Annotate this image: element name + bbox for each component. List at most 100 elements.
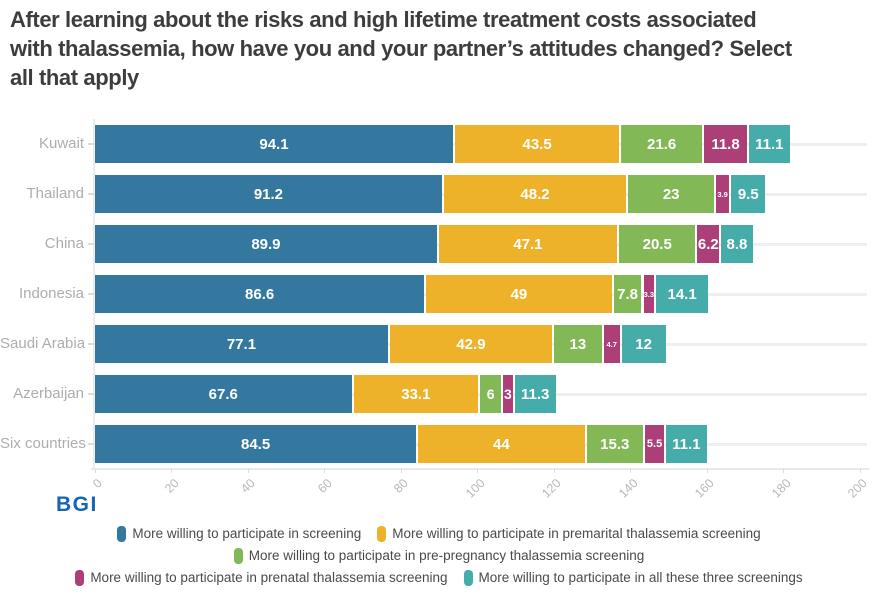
bar-segment[interactable]: 11.3 [514,375,556,413]
bar-segment[interactable]: 3.3 [643,275,655,313]
value-label: 11.1 [672,435,701,453]
category-tick [88,293,94,295]
x-tick-label: 160 [692,476,717,501]
bar-segment[interactable]: 11.8 [703,125,748,163]
category-label: Thailand [26,185,84,202]
bar-segment[interactable]: 14.1 [656,275,709,313]
bar-segment[interactable]: 8.8 [721,225,753,263]
bar-segment[interactable]: 67.6 [95,375,352,413]
value-label: 67.6 [208,385,238,403]
legend-row: More willing to participate in prenatal … [75,567,803,588]
bar-segment[interactable]: 7.8 [613,275,642,313]
category-tick [88,443,94,445]
category-label: Azerbaijan [13,385,84,402]
category-tick [88,193,94,195]
bar-segment[interactable]: 42.9 [389,325,552,363]
value-label: 11.3 [521,385,550,403]
bar-segment[interactable]: 4.7 [603,325,620,363]
x-axis-tick [171,469,172,473]
bar-segment[interactable]: 44 [418,425,585,463]
x-axis-tick [247,469,249,473]
x-axis-tick [324,469,325,473]
x-axis-tick [477,469,478,473]
bar-segment[interactable]: 11.1 [666,425,707,463]
bar-segment[interactable]: 47.1 [438,225,618,263]
x-tick-label: 0 [90,476,105,491]
legend-swatch-icon [117,525,127,542]
bar-segment[interactable]: 11.1 [749,125,790,163]
x-tick-label: 40 [238,476,258,496]
value-label: 23 [662,185,680,203]
bar-segment[interactable]: 33.1 [353,375,479,413]
value-label: 48.2 [520,185,550,203]
y-axis-line [93,119,95,469]
value-label: 47.1 [513,235,543,253]
bar-segment[interactable]: 3 [503,375,513,413]
bar-segment[interactable]: 9.5 [731,175,766,213]
value-label: 49 [510,285,528,303]
bar-segment[interactable]: 13 [554,325,602,363]
x-axis-tick [859,469,861,473]
value-label: 44 [493,435,510,453]
bgi-logo: BGI [56,493,98,516]
x-tick-label: 80 [391,476,411,496]
legend-item[interactable]: More willing to participate in pre-pregn… [233,545,644,566]
bar-segment[interactable]: 86.6 [95,275,425,313]
legend-swatch-icon [463,569,473,586]
bar-segment[interactable]: 89.9 [95,225,437,263]
bar-segment[interactable]: 43.5 [454,125,620,163]
category-tick [88,143,94,145]
x-tick-label: 140 [615,476,641,501]
value-label: 9.5 [737,185,759,203]
bar-segment[interactable]: 49 [426,275,612,313]
bar-segment[interactable]: 20.5 [619,225,696,263]
x-tick-label: 200 [845,476,870,501]
category-tick [88,393,94,395]
plot-area: 94.1 43.5 21.6 11.8 11.1 91.2 48.2 23 3.9 9.5 89.9… [90,119,870,501]
legend-label: More willing to participate in all these… [478,570,803,585]
bar-segment[interactable]: 6 [480,375,502,413]
value-label: 5.5 [646,438,663,450]
value-label: 3.9 [717,189,728,199]
page-title-line-2: with thalassemia, how have you and your … [10,36,792,61]
page-title: After learning about the risks and high … [10,5,876,92]
bar-segment[interactable]: 6.2 [697,225,720,263]
bar-segment[interactable]: 21.6 [621,125,702,163]
value-label: 3.3 [643,289,655,299]
value-label: 91.2 [253,185,284,203]
legend-item[interactable]: More willing to participate in premarita… [377,523,761,544]
legend-swatch-icon [75,569,85,586]
value-label: 6.2 [697,235,719,253]
legend-swatch-icon [377,525,387,542]
x-tick-label: 100 [462,476,488,501]
bar-segment[interactable]: 15.3 [586,425,644,463]
legend: More willing to participate in screening… [0,523,878,588]
x-axis-line [91,468,869,470]
value-label: 43.5 [522,135,552,153]
x-axis-tick [553,469,555,473]
bar-segment[interactable]: 91.2 [95,175,442,213]
page-title-line-1: After learning about the risks and high … [10,7,757,32]
bar-segment[interactable]: 94.1 [95,125,453,163]
legend-item[interactable]: More willing to participate in screening [117,523,361,544]
value-label: 33.1 [401,385,431,403]
bar-segment[interactable]: 77.1 [95,325,388,363]
x-axis-tick [706,469,708,473]
x-axis-tick [630,469,631,473]
legend-item[interactable]: More willing to participate in all these… [463,567,803,588]
value-label: 84.5 [241,435,271,453]
x-tick-label: 60 [314,476,335,496]
bar-segment[interactable]: 12 [621,325,666,363]
bar-segment[interactable]: 5.5 [645,425,665,463]
bar-segment[interactable]: 48.2 [443,175,627,213]
value-label: 86.6 [245,285,275,303]
value-label: 13 [569,335,587,353]
bar-segment[interactable]: 3.9 [716,175,730,213]
bar-segment[interactable]: 23 [628,175,715,213]
bar-segment[interactable]: 84.5 [95,425,417,463]
value-label: 94.1 [259,135,289,153]
category-tick [88,343,94,345]
x-tick-label: 120 [539,476,564,501]
stacked-bar-chart: Kuwait Thailand China Indonesia Saudi Arabia… [0,119,878,511]
legend-item[interactable]: More willing to participate in prenatal … [75,567,448,588]
